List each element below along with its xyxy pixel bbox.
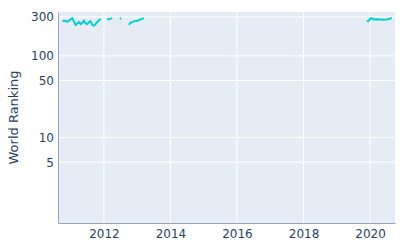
grid-line bbox=[170, 12, 171, 223]
grid-line bbox=[370, 12, 371, 223]
plot: 2012 2014 2016 2018 2020 5 10 50 100 300 bbox=[31, 10, 395, 240]
grid-line bbox=[58, 162, 395, 163]
tick: 2020 bbox=[355, 223, 386, 241]
grid-line bbox=[58, 137, 395, 138]
y-axis: 5 10 50 100 300 bbox=[31, 10, 58, 223]
grid-line bbox=[103, 12, 104, 223]
grid-line bbox=[303, 12, 304, 223]
tick: 2014 bbox=[156, 223, 187, 241]
axis-line bbox=[59, 223, 396, 224]
tick-label: 2012 bbox=[89, 227, 120, 241]
tick-label: 100 bbox=[31, 49, 54, 63]
grid-line bbox=[236, 12, 237, 223]
grid bbox=[58, 12, 395, 223]
y-axis-title: World Ranking bbox=[6, 71, 21, 165]
marks bbox=[62, 18, 391, 26]
tick: 5 bbox=[46, 156, 58, 170]
tick-label: 300 bbox=[31, 10, 54, 24]
tick: 2012 bbox=[89, 223, 120, 241]
tick: 100 bbox=[31, 49, 58, 63]
x-axis: 2012 2014 2016 2018 2020 bbox=[59, 223, 396, 241]
grid-line bbox=[58, 55, 395, 56]
tick-label: 2018 bbox=[289, 227, 320, 241]
tick-label: 2014 bbox=[156, 227, 187, 241]
tick-label: 5 bbox=[46, 156, 54, 170]
tick: 2016 bbox=[222, 223, 253, 241]
tick-label: 2016 bbox=[222, 227, 253, 241]
chart: 2012 2014 2016 2018 2020 5 10 50 100 300 World Ran… bbox=[0, 0, 400, 250]
axis-line bbox=[58, 13, 59, 224]
tick-label: 50 bbox=[39, 74, 54, 88]
tick: 50 bbox=[39, 74, 58, 88]
tick: 300 bbox=[31, 10, 58, 24]
tick: 10 bbox=[39, 131, 58, 145]
tick: 2018 bbox=[289, 223, 320, 241]
tick-label: 2020 bbox=[355, 227, 386, 241]
grid-line bbox=[58, 16, 395, 17]
grid-line bbox=[58, 80, 395, 81]
plot-background bbox=[58, 12, 395, 223]
tick-label: 10 bbox=[39, 131, 54, 145]
line bbox=[62, 18, 391, 26]
